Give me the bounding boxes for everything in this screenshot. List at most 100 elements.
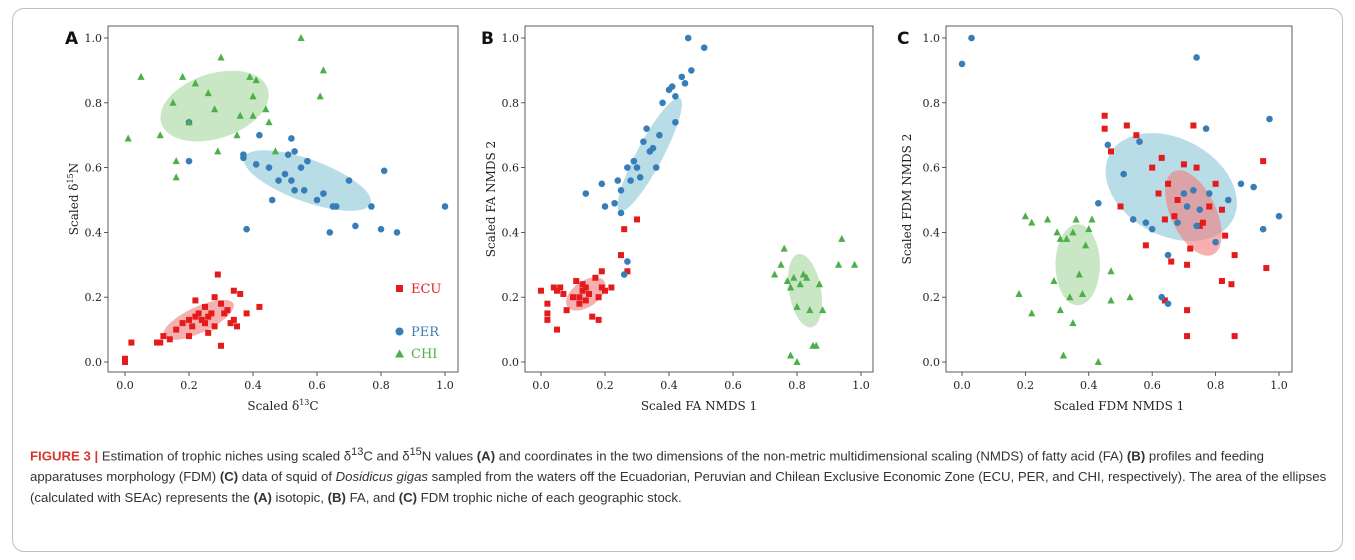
data-point-chi: [214, 147, 222, 155]
data-point-ecu: [608, 284, 615, 291]
data-point-chi: [1069, 228, 1077, 236]
niche-ellipse-ecu: [163, 299, 234, 340]
data-point-ecu: [634, 216, 640, 223]
data-point-per: [601, 203, 609, 210]
data-point-ecu: [573, 278, 580, 284]
data-point-per: [1202, 125, 1210, 133]
caption-text: profiles and feeding apparatuses morphol…: [30, 448, 1264, 485]
data-point-per: [1164, 300, 1172, 307]
data-point-ecu: [557, 284, 564, 291]
data-point-ecu: [598, 284, 605, 291]
data-point-per: [1183, 203, 1191, 210]
data-point-chi: [1107, 267, 1115, 275]
x-tick-label: 0.2: [1017, 379, 1035, 392]
ticks-group: 0.0 0.2 0.4 0.6 0.8 1.0 0.0 0.2 0.4 0.6 0.8 1.0: [502, 32, 870, 392]
data-point-ecu: [1107, 148, 1114, 155]
legend: ECU PER CHI: [395, 282, 441, 362]
data-point-chi: [777, 260, 785, 268]
legend-label-chi: CHI: [411, 347, 437, 362]
data-point-per: [1129, 216, 1137, 223]
data-point-ecu: [618, 252, 624, 259]
figure-plots: A 0.0 0.2 0.4 0.6 0.8 1.0 0.0 0.2 0.4 0.6 0.8 1.0 S…: [65, 25, 1293, 413]
data-point-ecu: [1218, 206, 1225, 213]
data-point-per: [1237, 180, 1245, 188]
figure-caption: FIGURE 3 | Estimation of trophic niches …: [30, 442, 1330, 508]
data-point-per: [297, 164, 305, 171]
data-point-chi: [812, 341, 820, 349]
data-point-per: [1120, 170, 1127, 178]
data-point-ecu: [570, 294, 576, 301]
ellipse-group: [160, 70, 371, 340]
data-point-ecu: [198, 316, 205, 323]
ticks-group: 0.0 0.2 0.4 0.6 0.8 1.0 0.0 0.2 0.4 0.6 0.8 1.0: [85, 32, 454, 392]
data-point-ecu: [1180, 161, 1187, 168]
data-point-ecu: [1123, 122, 1130, 129]
data-point-chi: [1094, 358, 1102, 365]
y-axis-label: Scaled δ15N: [66, 163, 81, 235]
x-tick-label: 0.2: [180, 379, 198, 392]
data-point-chi: [236, 111, 244, 119]
caption-species: Dosidicus gigas: [335, 469, 429, 485]
data-point-chi: [790, 273, 798, 281]
data-point-per: [240, 151, 247, 158]
y-tick-label: 0.2: [85, 291, 103, 304]
data-point-chi: [172, 157, 180, 165]
data-point-ecu: [579, 287, 586, 294]
data-point-ecu: [1158, 154, 1165, 161]
data-point-per: [1148, 225, 1156, 233]
y-tick-label: 1.0: [85, 32, 103, 45]
panel-b: B 0.0 0.2 0.4 0.6 0.8 1.0 0.0 0.2 0.4 0.6 0.8 1.0 S…: [481, 25, 874, 413]
data-point-per: [636, 174, 644, 181]
data-point-per: [668, 83, 676, 90]
data-point-ecu: [205, 329, 212, 336]
ticks-group: 0.0 0.2 0.4 0.6 0.8 1.0 0.0 0.2 0.4 0.6 0.8 1.0: [923, 32, 1288, 392]
legend-marker-per: [395, 327, 404, 336]
niche-ellipse-ecu: [1165, 170, 1222, 256]
data-point-ecu: [128, 339, 135, 346]
caption-panel-ref: (B): [1126, 448, 1146, 464]
data-point-ecu: [1231, 333, 1238, 340]
data-point-ecu: [173, 326, 180, 333]
data-point-per: [598, 180, 606, 188]
data-point-per: [630, 157, 638, 165]
data-point-per: [284, 151, 292, 158]
data-point-ecu: [230, 316, 237, 323]
data-point-ecu: [157, 339, 164, 346]
data-point-chi: [262, 105, 270, 113]
data-point-per: [700, 44, 708, 52]
data-point-per: [313, 196, 321, 204]
data-point-per: [1205, 190, 1213, 197]
data-point-ecu: [214, 271, 221, 278]
x-axis-label: Scaled FA NMDS 1: [641, 399, 757, 413]
data-point-chi: [783, 277, 791, 284]
panel-letter: A: [65, 29, 79, 49]
data-point-ecu: [122, 359, 128, 365]
niche-ellipse-ecu: [566, 277, 606, 311]
data-point-per: [1104, 141, 1112, 149]
data-point-ecu: [544, 310, 551, 317]
y-tick-label: 0.8: [502, 97, 520, 110]
legend-label-per: PER: [411, 325, 440, 340]
data-point-chi: [796, 280, 804, 288]
niche-ellipse-chi: [1055, 224, 1100, 306]
data-point-per: [649, 144, 657, 152]
data-point-chi: [793, 302, 801, 310]
data-point-ecu: [586, 290, 592, 297]
data-point-chi: [835, 260, 843, 268]
data-point-per: [681, 80, 689, 87]
data-point-per: [624, 258, 631, 265]
plot-frame: [107, 25, 459, 373]
data-point-ecu: [160, 333, 167, 340]
caption-text: data of squid of: [238, 469, 336, 485]
data-point-chi: [319, 66, 327, 74]
legend-marker-chi: [395, 349, 404, 358]
data-point-chi: [1028, 309, 1036, 317]
caption-panel-ref: (C): [219, 469, 239, 485]
data-point-ecu: [166, 336, 173, 343]
data-point-ecu: [211, 294, 218, 301]
data-point-ecu: [592, 274, 599, 281]
data-point-ecu: [538, 287, 544, 294]
data-point-per: [678, 73, 686, 81]
data-point-per: [659, 99, 666, 107]
data-point-ecu: [1218, 278, 1225, 284]
